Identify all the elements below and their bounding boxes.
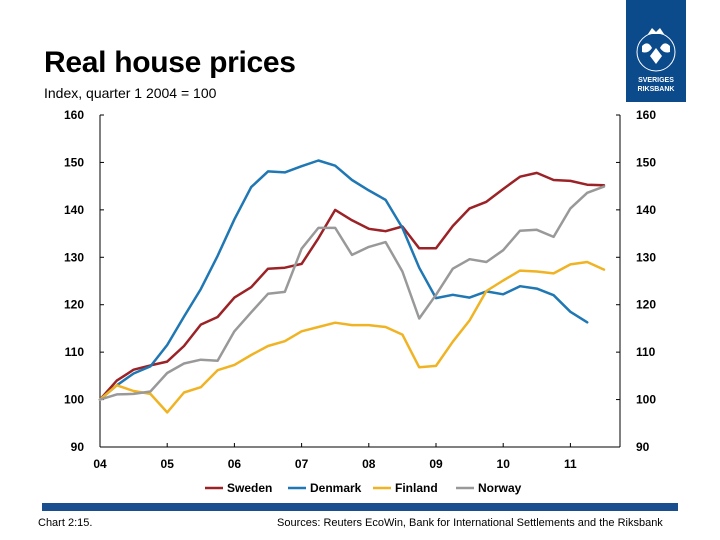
y-tick-label-left: 120 xyxy=(64,298,84,312)
footer-bar xyxy=(42,503,678,511)
x-tick-label: 06 xyxy=(228,457,242,471)
logo-line1: SVERIGES xyxy=(638,77,674,84)
y-tick-label-right: 120 xyxy=(636,298,656,312)
chart-subtitle: Index, quarter 1 2004 = 100 xyxy=(44,85,217,101)
x-tick-label: 05 xyxy=(161,457,175,471)
x-tick-label: 10 xyxy=(497,457,511,471)
y-tick-label-left: 160 xyxy=(64,108,84,122)
legend-label-norway: Norway xyxy=(478,481,522,495)
x-tick-label: 08 xyxy=(362,457,376,471)
x-tick-label: 07 xyxy=(295,457,309,471)
series-line-finland xyxy=(98,260,606,414)
y-tick-label-left: 110 xyxy=(65,345,85,359)
logo-line2: RIKSBANK xyxy=(638,86,675,93)
riksbank-logo: SVERIGES RIKSBANK xyxy=(626,0,686,102)
y-tick-label-left: 100 xyxy=(64,393,84,407)
y-tick-label-right: 90 xyxy=(636,440,650,454)
chart-number: Chart 2:15. xyxy=(38,517,93,529)
y-tick-label-left: 140 xyxy=(64,203,84,217)
series-line-sweden xyxy=(98,171,606,401)
sources-text: Sources: Reuters EcoWin, Bank for Intern… xyxy=(277,517,663,529)
y-tick-label-left: 130 xyxy=(64,250,84,264)
riksbank-crest-icon: SVERIGES RIKSBANK xyxy=(636,28,676,93)
series-line-denmark xyxy=(98,159,589,401)
y-tick-label-right: 150 xyxy=(636,155,656,169)
x-tick-label: 11 xyxy=(564,457,577,471)
y-tick-label-left: 90 xyxy=(71,440,85,454)
line-chart: 90 90 100 100 110 110 120 120 130 130 140 140 150 150… xyxy=(64,108,656,495)
y-tick-label-right: 130 xyxy=(636,250,656,264)
y-tick-label-right: 160 xyxy=(636,108,656,122)
series-line-norway xyxy=(98,185,606,401)
y-tick-label-right: 100 xyxy=(636,393,656,407)
y-tick-label-right: 140 xyxy=(636,203,656,217)
x-tick-label: 09 xyxy=(429,457,443,471)
legend-label-finland: Finland xyxy=(395,481,438,495)
legend-label-denmark: Denmark xyxy=(310,481,362,495)
x-tick-label: 04 xyxy=(93,457,107,471)
y-tick-label-left: 150 xyxy=(64,155,84,169)
legend-label-sweden: Sweden xyxy=(227,481,272,495)
y-tick-label-right: 110 xyxy=(636,345,656,359)
page-title: Real house prices xyxy=(44,46,296,79)
